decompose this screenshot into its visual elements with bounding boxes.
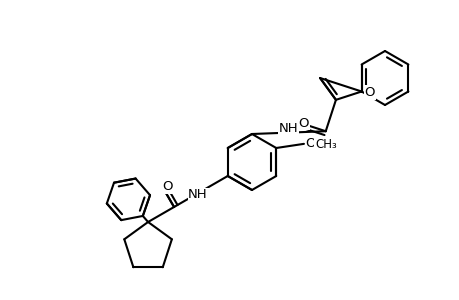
Text: O: O	[305, 137, 315, 150]
Text: O: O	[364, 86, 374, 99]
Text: CH₃: CH₃	[314, 138, 336, 151]
Text: NH: NH	[278, 122, 297, 135]
Text: O: O	[298, 116, 308, 130]
Text: O: O	[162, 180, 172, 193]
Text: NH: NH	[188, 188, 207, 202]
